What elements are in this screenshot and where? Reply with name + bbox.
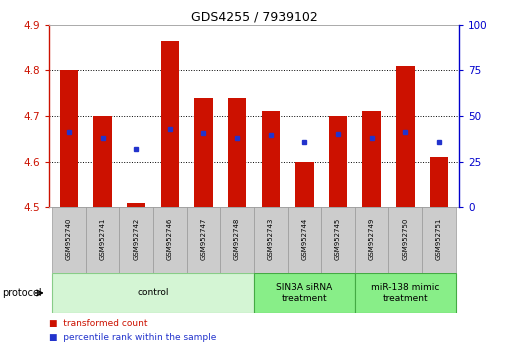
Bar (262, 112, 280, 207)
Bar (120, 207, 153, 273)
Text: GSM952746: GSM952746 (167, 217, 173, 260)
Bar (254, 273, 355, 313)
Bar (329, 116, 347, 207)
Bar (295, 161, 313, 207)
Text: GSM952750: GSM952750 (402, 217, 408, 260)
Text: GSM952741: GSM952741 (100, 217, 106, 260)
Text: protocol: protocol (3, 288, 42, 298)
Bar (388, 207, 422, 273)
Bar (86, 207, 120, 273)
Bar (355, 273, 456, 313)
Bar (362, 112, 381, 207)
Bar (321, 207, 355, 273)
Text: ■  transformed count: ■ transformed count (49, 319, 147, 328)
Bar (228, 98, 246, 207)
Text: GSM952749: GSM952749 (369, 217, 374, 260)
Bar (187, 207, 220, 273)
Bar (194, 98, 213, 207)
Bar (93, 116, 112, 207)
Text: GSM952742: GSM952742 (133, 217, 139, 259)
Bar (396, 66, 415, 207)
Text: GSM952745: GSM952745 (335, 217, 341, 259)
Text: GSM952747: GSM952747 (201, 217, 206, 260)
Text: GSM952751: GSM952751 (436, 217, 442, 260)
Bar (220, 207, 254, 273)
Bar (52, 207, 86, 273)
Text: control: control (137, 289, 169, 297)
Text: GSM952748: GSM952748 (234, 217, 240, 260)
Bar (355, 207, 388, 273)
Text: GSM952744: GSM952744 (302, 217, 307, 259)
Bar (422, 207, 456, 273)
Text: miR-138 mimic
treatment: miR-138 mimic treatment (371, 283, 440, 303)
Bar (161, 41, 179, 207)
Title: GDS4255 / 7939102: GDS4255 / 7939102 (190, 11, 318, 24)
Bar (288, 207, 321, 273)
Text: GSM952740: GSM952740 (66, 217, 72, 260)
Text: ■  percentile rank within the sample: ■ percentile rank within the sample (49, 333, 216, 342)
Bar (153, 207, 187, 273)
Bar (60, 70, 78, 207)
Bar (430, 157, 448, 207)
Bar (254, 207, 288, 273)
Bar (52, 273, 254, 313)
Text: SIN3A siRNA
treatment: SIN3A siRNA treatment (277, 283, 332, 303)
Text: GSM952743: GSM952743 (268, 217, 274, 260)
Bar (127, 202, 146, 207)
